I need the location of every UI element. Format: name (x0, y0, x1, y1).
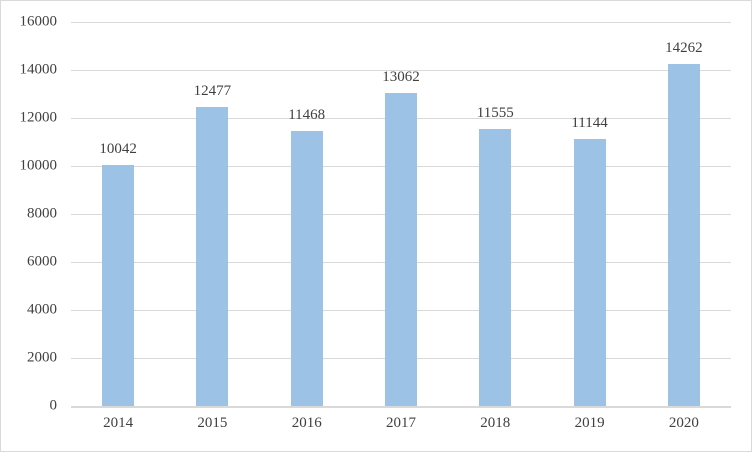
x-axis-tick-label: 2014 (103, 415, 134, 431)
y-axis-tick-label: 0 (49, 397, 58, 414)
bar-slot: 10042 (71, 22, 165, 406)
bar-slot: 11144 (542, 22, 636, 406)
bar-slot: 11555 (448, 22, 542, 406)
bar[interactable] (384, 92, 417, 406)
y-axis-tick-label: 4000 (27, 301, 57, 318)
y-axis-tick-label: 6000 (27, 253, 57, 270)
bar-value-label: 12477 (193, 82, 232, 99)
bar-value-label: 13062 (382, 68, 420, 85)
y-axis-tick-label: 10000 (19, 157, 58, 174)
bar-value-label: 11144 (571, 114, 608, 131)
x-axis-tick-label: 2019 (574, 415, 605, 431)
bar[interactable] (667, 63, 700, 406)
x-axis-tick-label: 2018 (480, 415, 511, 431)
y-axis-tick-label: 12000 (19, 109, 58, 126)
x-axis-tick-label: 2016 (291, 415, 322, 431)
bar-slot: 14262 (637, 22, 731, 406)
y-axis-tick-label: 2000 (27, 349, 57, 366)
bar-slot: 13062 (354, 22, 448, 406)
axis-baseline (71, 406, 731, 408)
x-axis-tick-label: 2020 (668, 415, 699, 431)
bar-value-label: 14262 (665, 39, 703, 56)
bar[interactable] (573, 138, 606, 406)
gridline (71, 22, 731, 23)
bar-value-label: 11555 (476, 104, 514, 121)
x-axis-tick-label: 2017 (385, 415, 416, 431)
y-axis-tick-label: 14000 (19, 61, 58, 78)
y-axis-tick-label: 8000 (27, 205, 57, 222)
bar-slot: 11468 (260, 22, 354, 406)
bar[interactable] (102, 165, 135, 406)
y-axis-tick-label: 16000 (19, 13, 58, 30)
bar-slot: 12477 (165, 22, 259, 406)
bar-value-label: 10042 (99, 141, 137, 157)
x-axis: 2014 2015 2016 2017 2018 2019 2020 (71, 413, 731, 439)
bar[interactable] (196, 106, 229, 406)
y-axis: 16000 14000 12000 10000 8000 6000 4000 2000 0 (1, 14, 59, 413)
x-axis-tick-label: 2015 (197, 415, 228, 431)
plot-area: 10042 12477 11468 13062 11555 11144 14262 (71, 22, 731, 408)
bar[interactable] (479, 128, 512, 406)
gridline (71, 70, 731, 71)
bar[interactable] (290, 130, 323, 406)
bar-value-label: 11468 (288, 106, 326, 123)
